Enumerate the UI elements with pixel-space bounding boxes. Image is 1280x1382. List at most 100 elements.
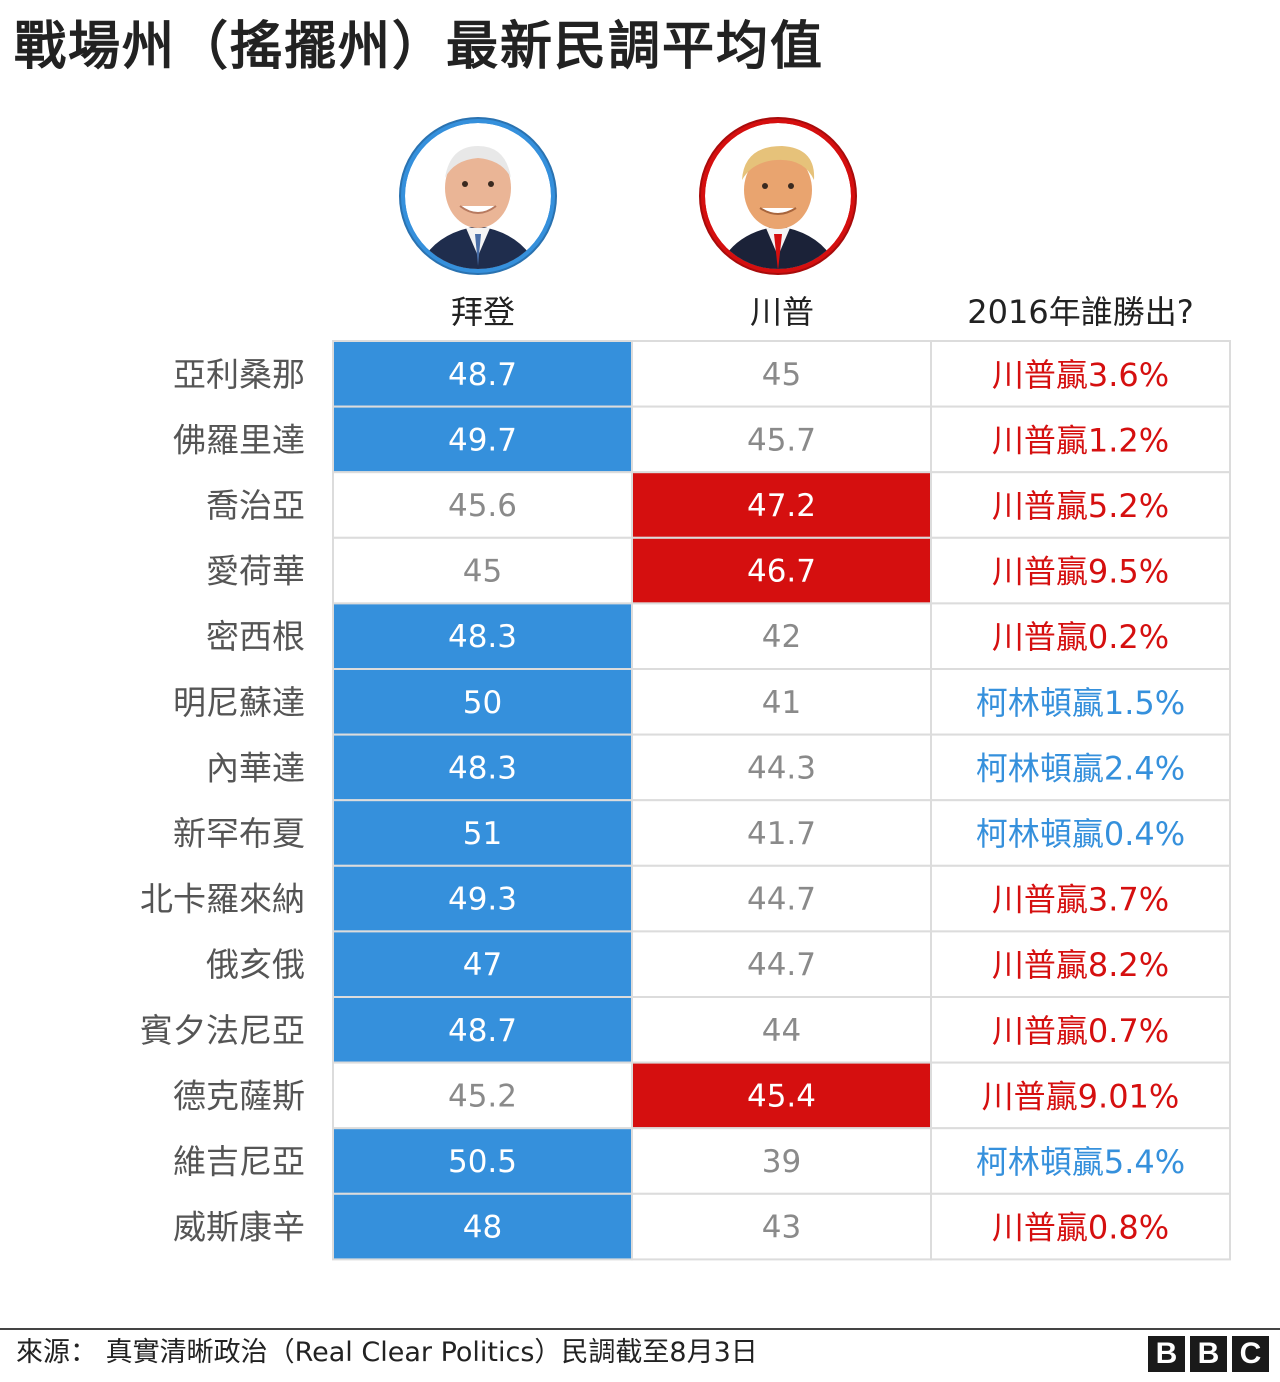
result-cell	[930, 536, 1231, 605]
biden-cell	[332, 602, 633, 671]
biden-value: 51	[463, 816, 502, 852]
poll-table: 亞利桑那 48.7 45 川普贏3.6% 佛羅里達 49.7 45.7 川普贏1.2% 喬治亞 4…	[140, 340, 1231, 1261]
result-cell	[930, 1192, 1231, 1261]
biden-value: 45.6	[448, 488, 517, 524]
result-2016: 川普贏9.01%	[982, 1077, 1180, 1115]
result-2016: 川普贏3.6%	[992, 356, 1169, 394]
state-label: 明尼蘇達	[173, 683, 305, 722]
column-header-biden: 拜登	[450, 293, 515, 331]
trump-value: 39	[762, 1144, 801, 1180]
trump-value: 45	[762, 357, 801, 393]
trump-cell	[631, 996, 932, 1064]
biden-value: 48.3	[448, 619, 517, 655]
biden-cell	[332, 340, 633, 408]
result-2016: 川普贏5.2%	[992, 487, 1169, 525]
state-label: 喬治亞	[206, 486, 305, 525]
biden-cell	[332, 996, 633, 1064]
trump-cell	[631, 668, 932, 736]
biden-value: 47	[463, 947, 502, 983]
source-note: 來源： 真實清晰政治（Real Clear Politics）民調截至8月3日	[16, 1337, 758, 1368]
state-label: 維吉尼亞	[173, 1142, 305, 1181]
result-cell	[930, 930, 1231, 999]
biden-value: 48.7	[448, 1013, 517, 1049]
trump-value: 44.3	[747, 750, 816, 786]
trump-value: 42	[762, 619, 801, 655]
result-cell	[930, 1061, 1231, 1130]
state-label: 北卡羅來納	[140, 880, 305, 919]
trump-value: 41.7	[747, 816, 816, 852]
biden-value: 49.7	[448, 422, 517, 458]
result-2016: 川普贏0.7%	[992, 1012, 1169, 1050]
biden-value: 48.3	[448, 750, 517, 786]
result-cell	[930, 864, 1231, 933]
trump-value: 44.7	[747, 947, 816, 983]
result-2016: 柯林頓贏1.5%	[976, 684, 1185, 722]
column-header-2016-winner: 2016年誰勝出?	[967, 293, 1194, 331]
biden-portrait-icon	[399, 117, 557, 275]
state-label: 威斯康辛	[173, 1208, 305, 1247]
biden-cell	[332, 405, 633, 474]
result-cell	[930, 340, 1231, 408]
biden-value: 49.3	[448, 882, 517, 918]
bbc-logo-letter: B	[1190, 1336, 1227, 1372]
result-cell	[930, 799, 1231, 867]
biden-cell	[332, 1192, 633, 1261]
footer-divider	[0, 1328, 1280, 1330]
trump-value: 46.7	[747, 554, 816, 590]
result-2016: 柯林頓贏5.4%	[976, 1143, 1185, 1181]
state-label: 亞利桑那	[173, 355, 305, 394]
result-2016: 川普贏3.7%	[992, 881, 1169, 919]
biden-value: 48.7	[448, 357, 517, 393]
trump-portrait-icon	[699, 117, 857, 275]
trump-value: 45.7	[747, 422, 816, 458]
biden-value: 50.5	[448, 1144, 517, 1180]
state-label: 俄亥俄	[206, 945, 305, 984]
trump-cell	[631, 471, 932, 539]
trump-value: 43	[762, 1210, 801, 1246]
trump-cell	[631, 1127, 932, 1195]
state-label: 內華達	[206, 748, 305, 787]
state-label: 密西根	[206, 617, 305, 656]
state-label: 佛羅里達	[173, 420, 305, 459]
trump-value: 45.4	[747, 1078, 816, 1114]
state-label: 新罕布夏	[173, 814, 305, 853]
biden-cell	[332, 864, 633, 933]
trump-cell	[631, 799, 932, 867]
result-cell	[930, 733, 1231, 802]
state-label: 德克薩斯	[173, 1076, 305, 1115]
trump-value: 44.7	[747, 882, 816, 918]
result-2016: 柯林頓贏2.4%	[976, 749, 1185, 787]
trump-value: 44	[762, 1013, 801, 1049]
state-label: 愛荷華	[206, 552, 305, 591]
biden-cell	[332, 668, 633, 736]
result-2016: 川普贏1.2%	[992, 421, 1169, 459]
trump-value: 47.2	[747, 488, 816, 524]
biden-value: 50	[463, 685, 502, 721]
trump-cell	[631, 733, 932, 802]
biden-cell	[332, 536, 633, 605]
result-cell	[930, 602, 1231, 671]
trump-cell	[631, 536, 932, 605]
trump-cell	[631, 405, 932, 474]
result-cell	[930, 405, 1231, 474]
biden-value: 48	[463, 1210, 502, 1246]
result-cell	[930, 996, 1231, 1064]
result-2016: 川普贏9.5%	[992, 553, 1169, 591]
bbc-logo-letter: C	[1232, 1336, 1269, 1372]
result-2016: 川普贏8.2%	[992, 946, 1169, 984]
biden-cell	[332, 471, 633, 539]
biden-cell	[332, 1061, 633, 1130]
chart-title: 戰場州（搖擺州）最新民調平均值	[14, 17, 825, 77]
trump-cell	[631, 340, 932, 408]
biden-value: 45	[463, 554, 502, 590]
trump-cell	[631, 864, 932, 933]
state-label: 賓夕法尼亞	[140, 1011, 305, 1050]
trump-cell	[631, 1192, 932, 1261]
result-2016: 川普贏0.8%	[992, 1209, 1169, 1247]
column-header-trump: 川普	[749, 293, 814, 331]
biden-cell	[332, 930, 633, 999]
biden-value: 45.2	[448, 1078, 517, 1114]
result-2016: 柯林頓贏0.4%	[976, 815, 1185, 853]
bbc-logo: B B C	[1148, 1336, 1269, 1372]
result-2016: 川普贏0.2%	[992, 618, 1169, 656]
